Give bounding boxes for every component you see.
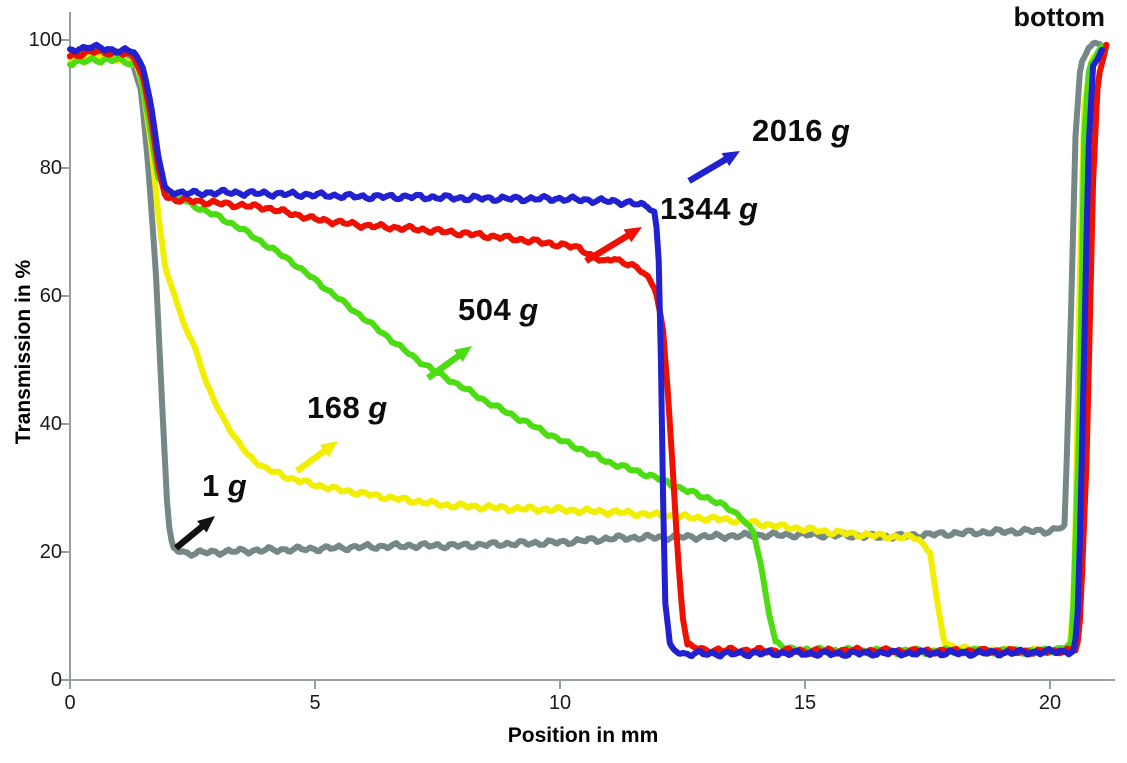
arrow-head: [197, 516, 215, 533]
arrow-shaft: [295, 446, 329, 474]
curve-168g: [67, 47, 1105, 657]
curve-label-2016g: 2016 g: [752, 113, 850, 149]
x-tick-label: 10: [548, 692, 572, 714]
arrow-shaft: [173, 522, 207, 551]
arrow-head: [623, 227, 642, 243]
curve-label-unit: g: [738, 191, 759, 226]
x-tick-label: 5: [309, 692, 321, 714]
curve-label-168g: 168 g: [307, 390, 388, 426]
curve-1g: [67, 39, 1105, 559]
corner-label-bottom: bottom: [1013, 2, 1105, 32]
curve-label-value: 168: [307, 390, 361, 425]
curve-label-value: 1: [202, 468, 220, 503]
y-tick-label: 40: [39, 413, 62, 435]
x-tick-label: 20: [1038, 692, 1062, 714]
curve-504g: [67, 43, 1105, 658]
axes: [61, 12, 1115, 689]
curve-label-value: 2016: [752, 113, 823, 148]
curve-label-unit: g: [227, 468, 248, 503]
y-tick-label: 60: [39, 285, 62, 307]
curve-label-504g: 504 g: [458, 292, 539, 328]
arrow-head: [453, 346, 472, 363]
y-tick-label: 80: [39, 157, 62, 179]
x-axis-title: Position in mm: [507, 724, 659, 747]
x-tick-label: 0: [64, 692, 76, 714]
curve-label-unit: g: [519, 292, 539, 327]
arrow-head: [721, 151, 740, 167]
arrow-shaft: [584, 231, 632, 264]
curve-2016g: [67, 41, 1105, 660]
y-tick-label: 20: [39, 541, 62, 563]
curve-1344g: [67, 41, 1110, 658]
y-tick-label: 0: [50, 669, 62, 691]
arrow-shaft: [687, 155, 730, 184]
annotation-arrows: [173, 151, 740, 551]
curve-label-unit: g: [830, 113, 851, 148]
y-tick-label: 100: [28, 29, 62, 51]
curves: [67, 39, 1110, 660]
curve-label-1344g: 1344 g: [660, 191, 758, 227]
curve-label-value: 1344: [660, 191, 731, 226]
x-tick-label: 15: [793, 692, 817, 714]
curve-label-value: 504: [458, 292, 512, 327]
arrow-shaft: [426, 351, 463, 381]
curve-label-unit: g: [368, 390, 388, 425]
arrow-head: [319, 441, 338, 458]
